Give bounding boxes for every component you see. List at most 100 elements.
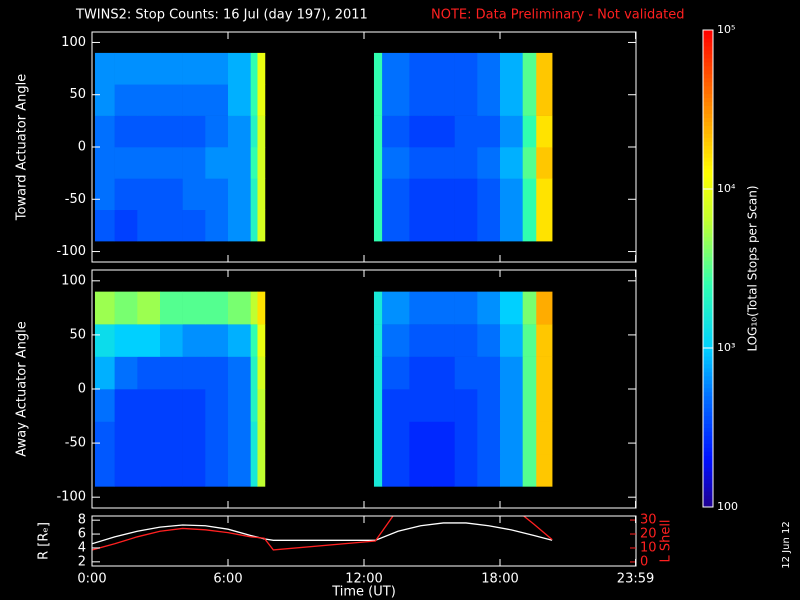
heat-cell <box>137 115 161 148</box>
heat-cell <box>477 389 501 422</box>
heat-cell <box>160 147 183 179</box>
heat-cell <box>500 209 523 242</box>
heat-cell <box>137 291 161 325</box>
heat-cell <box>373 84 383 116</box>
heat-cell <box>137 356 161 390</box>
heat-cell <box>182 324 206 357</box>
heat-cell <box>382 147 410 179</box>
y-tick-label: 0 <box>78 140 86 155</box>
heat-cell <box>477 115 501 148</box>
colorbar-swatch <box>703 439 713 444</box>
heat-cell <box>250 453 258 487</box>
heat-cell <box>522 356 537 390</box>
heat-cell <box>536 324 553 357</box>
heat-cell <box>536 84 553 116</box>
colorbar-swatch <box>703 499 713 504</box>
y-tick-label: 50 <box>69 327 86 342</box>
heat-cell <box>382 291 410 325</box>
colorbar-swatch <box>703 45 713 51</box>
colorbar-swatch <box>703 280 713 285</box>
heat-cell <box>373 291 383 325</box>
colorbar-swatch <box>703 240 713 246</box>
heat-cell <box>257 84 266 116</box>
heat-cell <box>182 178 206 211</box>
heat-cell <box>250 209 258 242</box>
colorbar-swatch <box>703 415 713 421</box>
heat-cell <box>477 356 501 390</box>
heat-cell <box>500 356 523 390</box>
heat-cell <box>114 453 138 487</box>
heat-cell <box>137 209 161 242</box>
colorbar-swatch <box>703 475 713 480</box>
heat-cell <box>454 52 478 85</box>
heat-cell <box>477 324 501 357</box>
heat-cell <box>382 389 410 422</box>
colorbar-swatch <box>703 157 713 162</box>
colorbar-swatch <box>703 355 713 361</box>
heat-cell <box>454 421 478 455</box>
colorbar-swatch <box>703 204 713 210</box>
y-tick-label: -50 <box>65 192 86 207</box>
colorbar-swatch <box>703 169 713 174</box>
heat-cell <box>160 291 183 325</box>
heat-cell <box>522 84 537 116</box>
heat-cell <box>250 52 258 85</box>
colorbar-swatch <box>703 451 713 456</box>
heat-cell <box>536 291 553 325</box>
heat-cell <box>205 115 229 148</box>
colorbar-swatch <box>703 375 713 381</box>
colorbar-swatch <box>703 109 713 114</box>
heat-cell <box>228 209 251 242</box>
heat-cell <box>160 356 183 390</box>
colorbar-swatch <box>703 371 713 377</box>
colorbar-tick-label: 10⁴ <box>717 182 736 195</box>
heat-cell <box>205 84 229 116</box>
heat-cell <box>250 115 258 148</box>
heat-cell <box>409 209 433 242</box>
colorbar-swatch <box>703 419 713 425</box>
heat-cell <box>137 52 161 85</box>
heat-cell <box>114 324 138 357</box>
heat-cell <box>500 178 523 211</box>
series-line <box>92 522 553 545</box>
colorbar-swatch <box>703 316 713 321</box>
heat-cell <box>257 115 266 148</box>
heat-cell <box>137 389 161 422</box>
heat-cell <box>205 389 229 422</box>
colorbar-swatch <box>703 236 713 242</box>
heat-cell <box>182 356 206 390</box>
colorbar-swatch <box>703 69 713 75</box>
heat-cell <box>250 291 258 325</box>
colorbar-swatch <box>703 77 713 83</box>
colorbar-swatch <box>703 57 713 63</box>
colorbar-swatch <box>703 41 713 47</box>
colorbar-swatch <box>703 145 713 150</box>
heat-cell <box>373 178 383 211</box>
heat-cell <box>409 356 433 390</box>
colorbar-swatch <box>703 332 713 337</box>
heat-cell <box>432 52 455 85</box>
heat-cell <box>477 84 501 116</box>
colorbar-swatch <box>703 49 713 55</box>
heat-cell <box>160 324 183 357</box>
colorbar-swatch <box>703 117 713 122</box>
heat-cell <box>137 421 161 455</box>
heat-cell <box>137 147 161 179</box>
colorbar-swatch <box>703 435 713 440</box>
colorbar-swatch <box>703 81 713 87</box>
heat-cell <box>432 147 455 179</box>
heat-cell <box>382 421 410 455</box>
colorbar-swatch <box>703 149 713 154</box>
colorbar-swatch <box>703 185 713 190</box>
heat-cell <box>477 291 501 325</box>
y-tick-label: -50 <box>65 436 86 451</box>
heat-cell <box>432 453 455 487</box>
colorbar-swatch <box>703 153 713 158</box>
colorbar-swatch <box>703 137 713 142</box>
y-tick-label: 100 <box>61 273 86 288</box>
heat-cell <box>373 52 383 85</box>
colorbar-swatch <box>703 97 713 103</box>
heat-cell <box>182 389 206 422</box>
heat-cell <box>477 421 501 455</box>
heat-cell <box>432 209 455 242</box>
